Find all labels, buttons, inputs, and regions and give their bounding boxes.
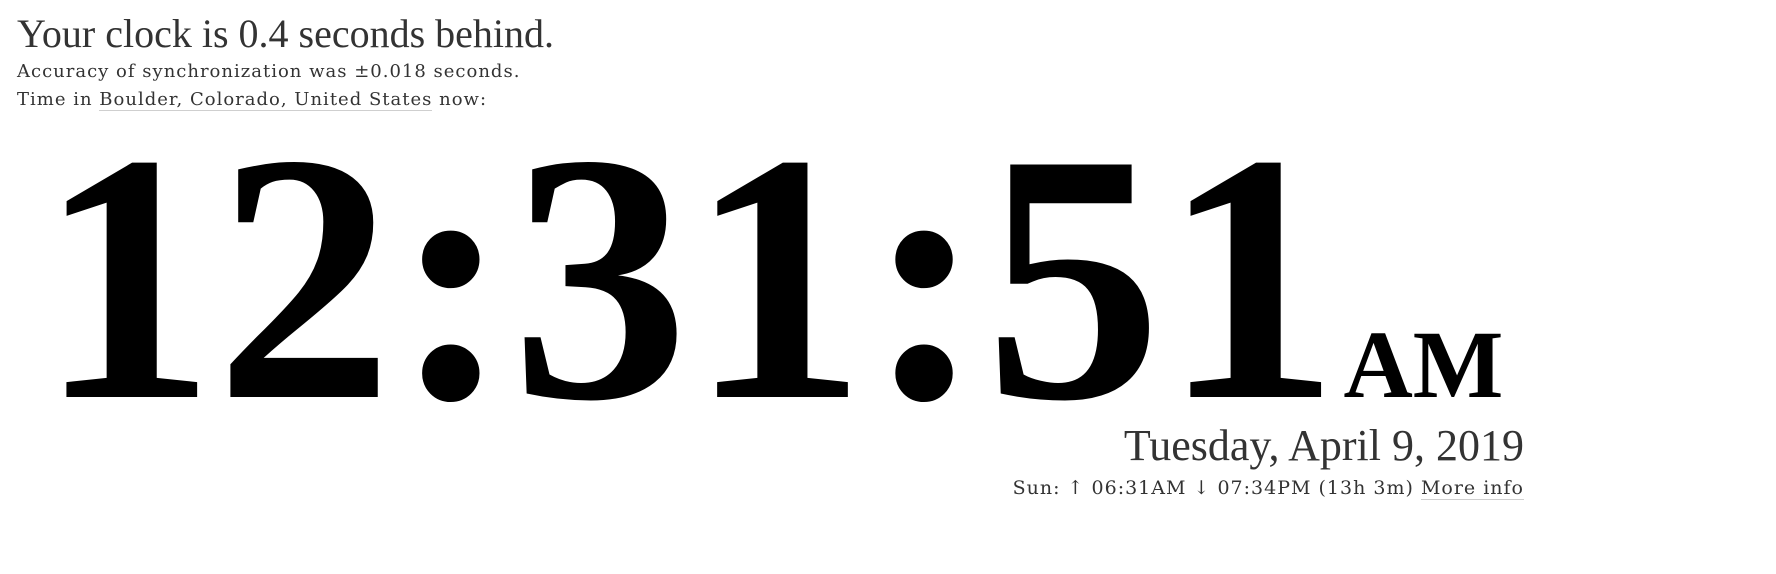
sunset-arrow-icon: ↓ [1193, 477, 1211, 499]
location-link[interactable]: Boulder, Colorado, United States [99, 89, 433, 111]
date-block: Tuesday, April 9, 2019 Sun: ↑ 06:31AM ↓ … [1013, 420, 1524, 502]
sunrise-time: 06:31AM [1091, 477, 1187, 499]
more-info-link[interactable]: More info [1420, 477, 1524, 500]
day-length: (13h 3m) [1318, 477, 1414, 499]
sun-info: Sun: ↑ 06:31AM ↓ 07:34PM (13h 3m) More i… [1013, 474, 1524, 502]
location-line: Time in Boulder, Colorado, United States… [17, 86, 554, 114]
current-date: Tuesday, April 9, 2019 [1123, 421, 1524, 470]
location-suffix: now: [439, 89, 488, 110]
header: Your clock is 0.4 seconds behind. Accura… [17, 10, 554, 114]
location-prefix: Time in [17, 89, 93, 110]
clock-ampm: AM [1343, 311, 1504, 418]
sync-accuracy-text: Accuracy of synchronization was ±0.018 s… [17, 61, 521, 82]
sun-prefix: Sun: [1012, 477, 1061, 499]
sunset-time: 07:34PM [1217, 477, 1312, 499]
clock-time: 12:31:51 [38, 81, 1340, 474]
sunrise-arrow-icon: ↑ [1067, 477, 1085, 499]
clock-display: 12:31:51AM [38, 100, 1503, 455]
clock-offset-headline: Your clock is 0.4 seconds behind. [17, 11, 555, 56]
